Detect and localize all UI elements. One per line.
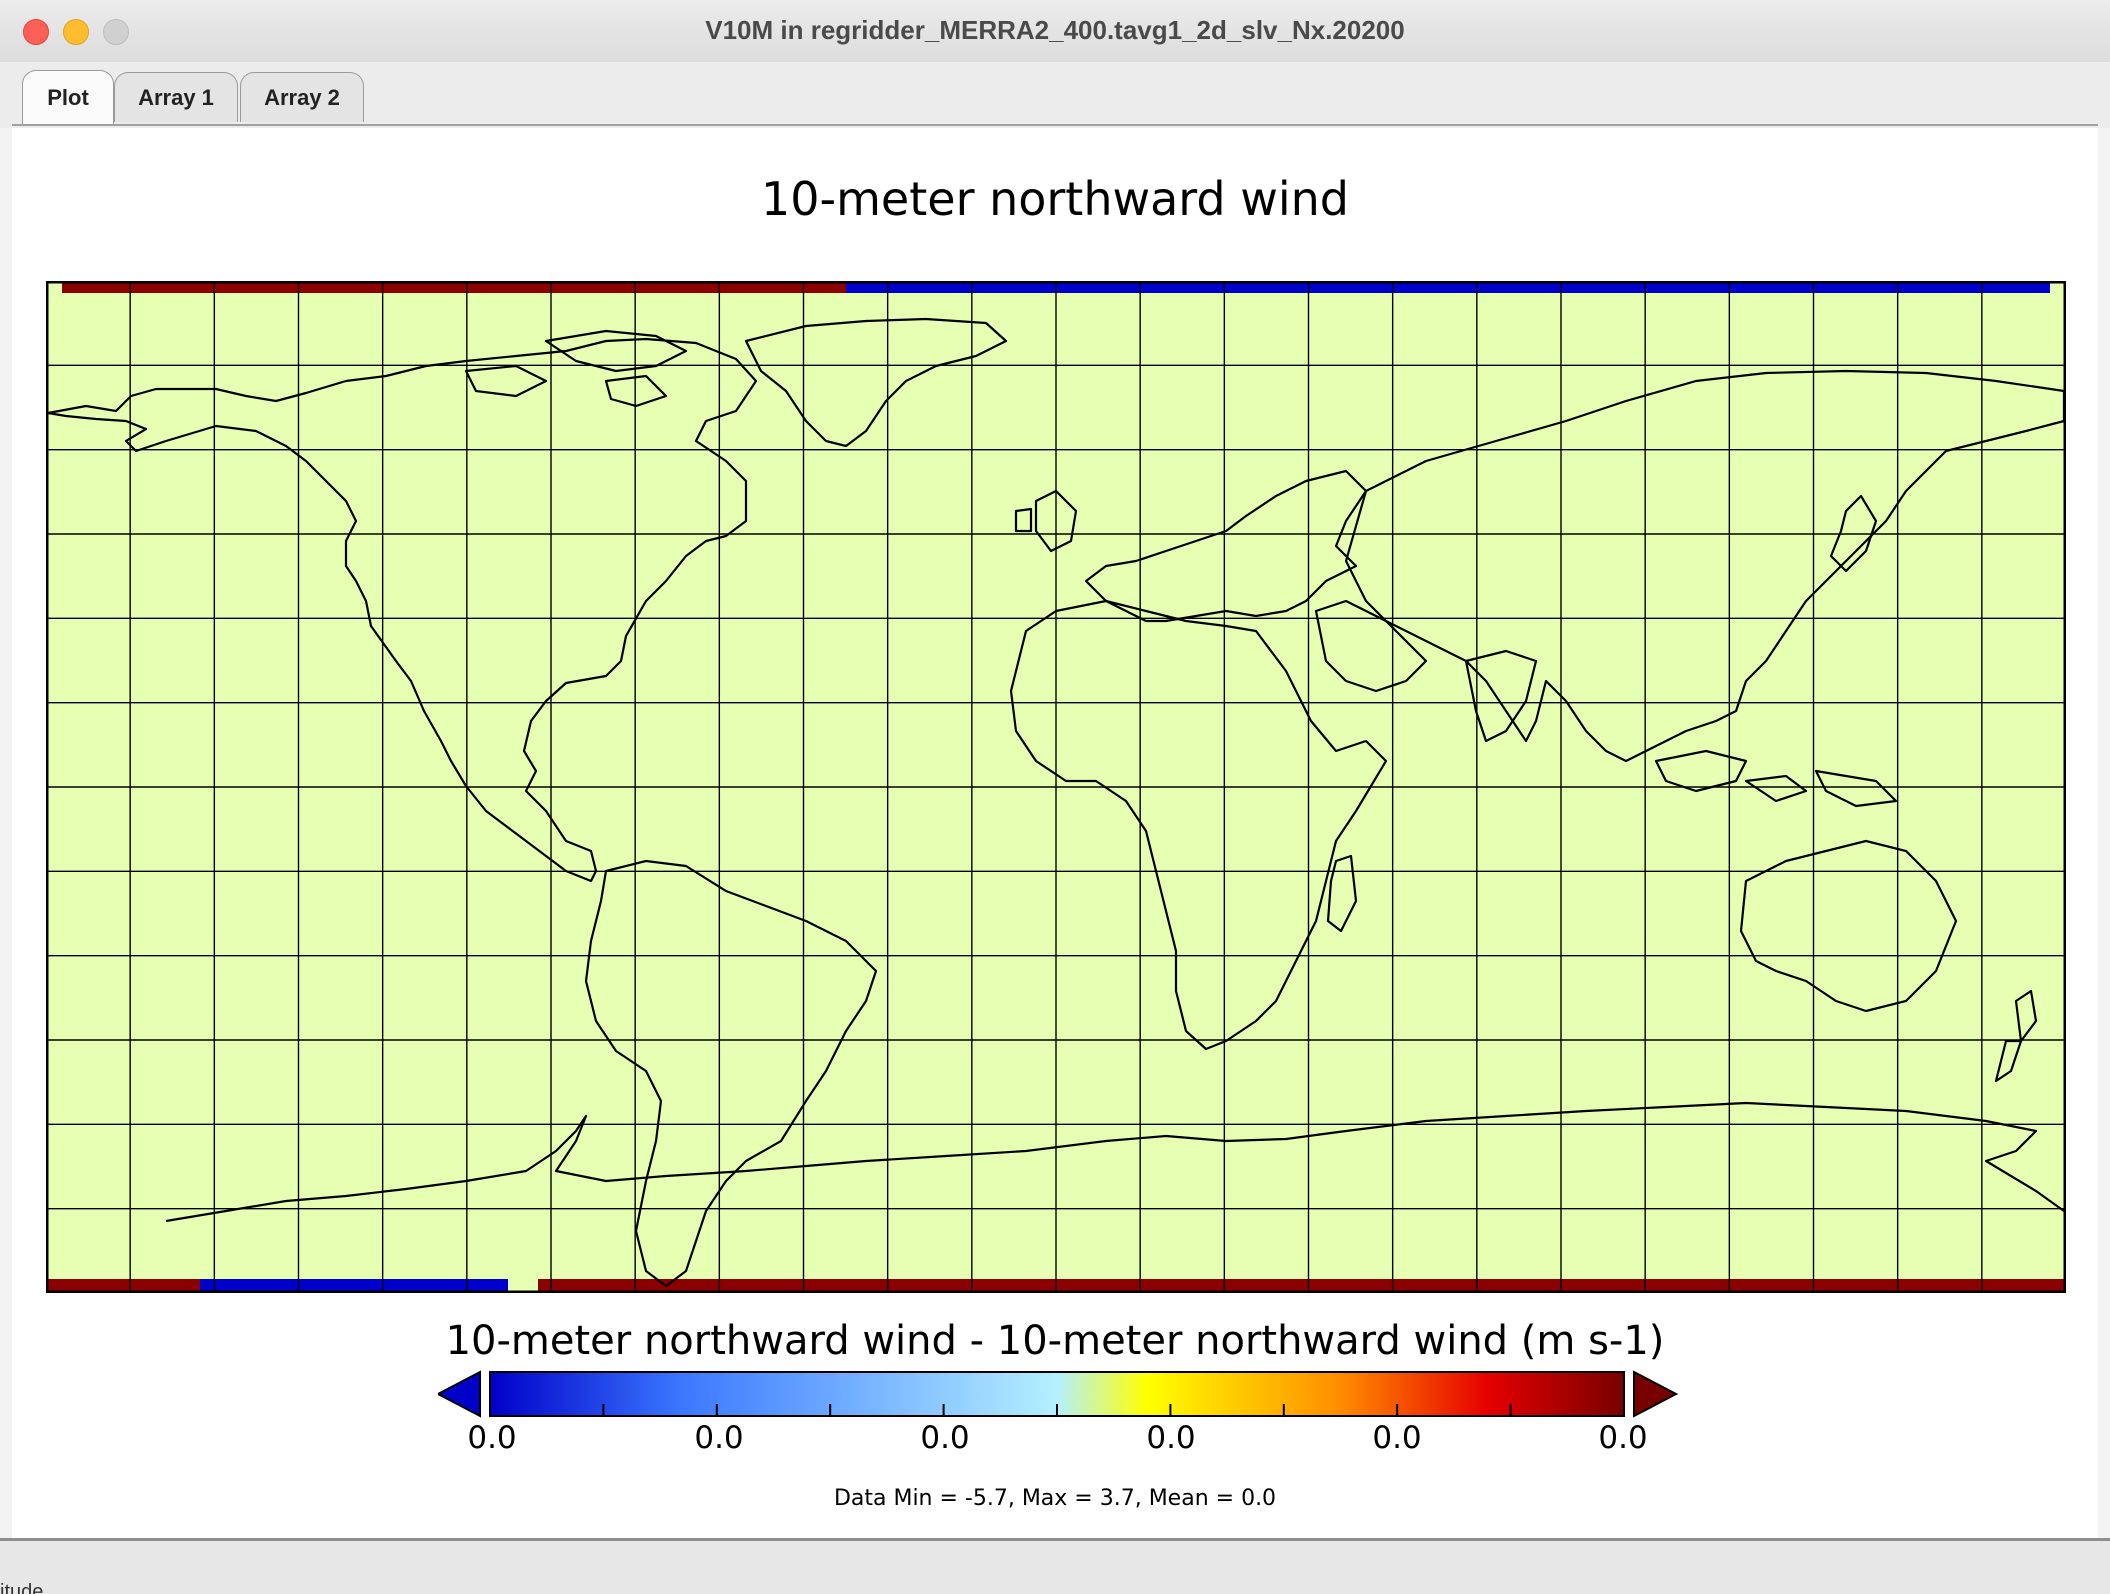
colorbar-tick-label: 0.0 bbox=[1372, 1420, 1422, 1456]
close-window-button[interactable] bbox=[23, 19, 49, 45]
top-edge-bands bbox=[62, 283, 2050, 293]
top-band-red bbox=[62, 283, 846, 293]
minimize-window-button[interactable] bbox=[63, 19, 89, 45]
colorbar-overflow-arrow bbox=[1633, 1370, 1678, 1418]
coast-canada-islands bbox=[464, 329, 688, 408]
colorbar-tick-label: 0.0 bbox=[694, 1420, 744, 1456]
bottom-status-bar: itude bbox=[0, 1538, 2110, 1594]
colorbar-underflow-arrow bbox=[438, 1370, 481, 1418]
tab-plot[interactable]: Plot bbox=[22, 70, 114, 124]
coast-asia bbox=[1344, 369, 2066, 763]
colorbar-tick-label: 0.0 bbox=[1598, 1420, 1648, 1456]
partial-label: itude bbox=[0, 1581, 44, 1594]
colorbar-tick-label: 0.0 bbox=[920, 1420, 970, 1456]
coast-africa bbox=[1009, 599, 1388, 1051]
colorbar-title: 10-meter northward wind - 10-meter north… bbox=[445, 1318, 1665, 1364]
coast-british-isles bbox=[1014, 489, 1078, 553]
coast-japan bbox=[1829, 494, 1878, 573]
left-background-strip bbox=[0, 128, 12, 1594]
coast-north-america bbox=[46, 337, 758, 883]
coast-arabia bbox=[1314, 599, 1428, 693]
colorbar-tick-label: 0.0 bbox=[1146, 1420, 1196, 1456]
tab-divider bbox=[12, 124, 2098, 126]
tab-bar: Plot Array 1 Array 2 bbox=[0, 62, 2110, 128]
colorbar-tick-label: 0.0 bbox=[467, 1420, 517, 1456]
coast-new-zealand bbox=[1994, 989, 2038, 1083]
top-band-blue bbox=[846, 283, 2050, 293]
coast-europe bbox=[1084, 469, 1368, 623]
title-bar[interactable]: V10M in regridder_MERRA2_400.tavg1_2d_sl… bbox=[0, 0, 2110, 63]
coast-greenland bbox=[744, 317, 1008, 448]
plot-title: 10-meter northward wind bbox=[760, 172, 1349, 226]
bottom-band-red-right bbox=[538, 1279, 2064, 1291]
bottom-band-red-left bbox=[48, 1279, 200, 1291]
bottom-band-blue bbox=[200, 1279, 508, 1291]
world-map-plot[interactable] bbox=[46, 281, 2066, 1293]
colorbar[interactable] bbox=[438, 1370, 1678, 1418]
colorbar-ticks bbox=[602, 1404, 1512, 1416]
coastlines bbox=[46, 317, 2066, 1288]
coast-india bbox=[1464, 649, 1538, 743]
map-gridlines bbox=[46, 281, 2066, 1293]
tab-array-1[interactable]: Array 1 bbox=[114, 72, 238, 122]
data-statistics: Data Min = -5.7, Max = 3.7, Mean = 0.0 bbox=[833, 1486, 1277, 1511]
coast-australia bbox=[1739, 839, 1958, 1013]
window-title: V10M in regridder_MERRA2_400.tavg1_2d_sl… bbox=[705, 15, 1405, 45]
zoom-window-button[interactable] bbox=[103, 19, 129, 45]
bottom-edge-bands bbox=[48, 1279, 2064, 1291]
map-frame bbox=[46, 281, 2066, 1293]
coast-antarctica bbox=[165, 1101, 2065, 1223]
coast-south-america bbox=[584, 859, 878, 1288]
tab-array-2[interactable]: Array 2 bbox=[240, 72, 364, 122]
coast-indonesia bbox=[1654, 749, 1898, 808]
coast-madagascar bbox=[1326, 854, 1358, 933]
right-background-strip bbox=[2098, 128, 2110, 1594]
